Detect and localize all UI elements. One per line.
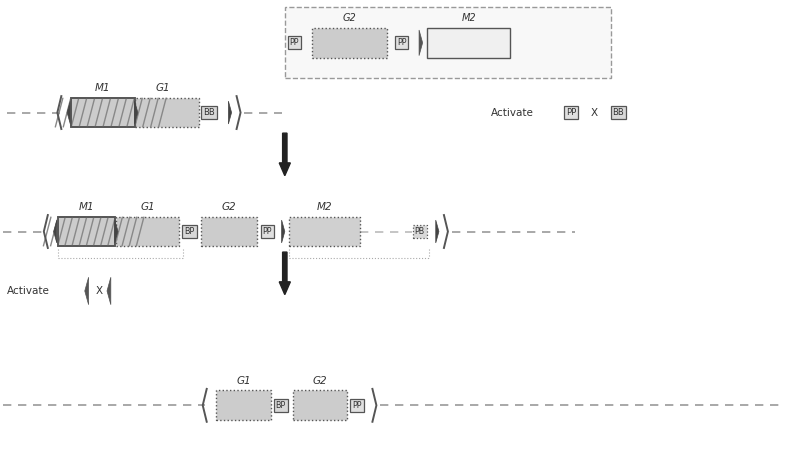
- Bar: [71, 98, 134, 127]
- Text: M1: M1: [78, 202, 94, 212]
- Text: BB: BB: [203, 108, 215, 117]
- Polygon shape: [107, 277, 111, 305]
- Text: X: X: [96, 286, 103, 296]
- Bar: [293, 390, 346, 420]
- Text: G1: G1: [140, 202, 154, 212]
- Text: Activate: Activate: [6, 286, 50, 296]
- Bar: [427, 28, 510, 58]
- Bar: [217, 390, 270, 420]
- Bar: [71, 98, 134, 127]
- Bar: [202, 217, 257, 246]
- Text: M2: M2: [317, 202, 332, 212]
- Polygon shape: [282, 220, 285, 243]
- Bar: [115, 217, 179, 246]
- Bar: [58, 217, 114, 246]
- Text: G2: G2: [342, 13, 357, 23]
- Polygon shape: [85, 277, 89, 305]
- Text: PP: PP: [397, 38, 406, 47]
- Polygon shape: [114, 220, 118, 243]
- Text: X: X: [591, 107, 598, 118]
- Text: Activate: Activate: [491, 107, 534, 118]
- Text: PP: PP: [262, 227, 272, 236]
- Bar: [289, 217, 360, 246]
- Text: G1: G1: [156, 83, 170, 93]
- Bar: [58, 217, 114, 246]
- Polygon shape: [419, 30, 422, 56]
- Bar: [135, 98, 199, 127]
- Polygon shape: [436, 220, 439, 243]
- Bar: [285, 7, 610, 78]
- Polygon shape: [67, 101, 70, 124]
- Polygon shape: [134, 101, 138, 124]
- Text: G2: G2: [313, 376, 327, 386]
- Text: M2: M2: [462, 13, 476, 23]
- Text: PP: PP: [352, 401, 362, 410]
- Text: BP: BP: [276, 401, 286, 410]
- Text: G1: G1: [236, 376, 251, 386]
- Text: PP: PP: [290, 38, 299, 47]
- Text: BB: BB: [613, 108, 624, 117]
- Bar: [312, 28, 387, 58]
- Text: PB: PB: [414, 227, 425, 236]
- Polygon shape: [229, 101, 231, 124]
- Text: M1: M1: [95, 83, 110, 93]
- FancyArrow shape: [279, 133, 290, 175]
- Text: BP: BP: [184, 227, 194, 236]
- Text: PP: PP: [566, 108, 576, 117]
- FancyArrow shape: [279, 252, 290, 294]
- Text: G2: G2: [222, 202, 237, 212]
- Polygon shape: [54, 220, 57, 243]
